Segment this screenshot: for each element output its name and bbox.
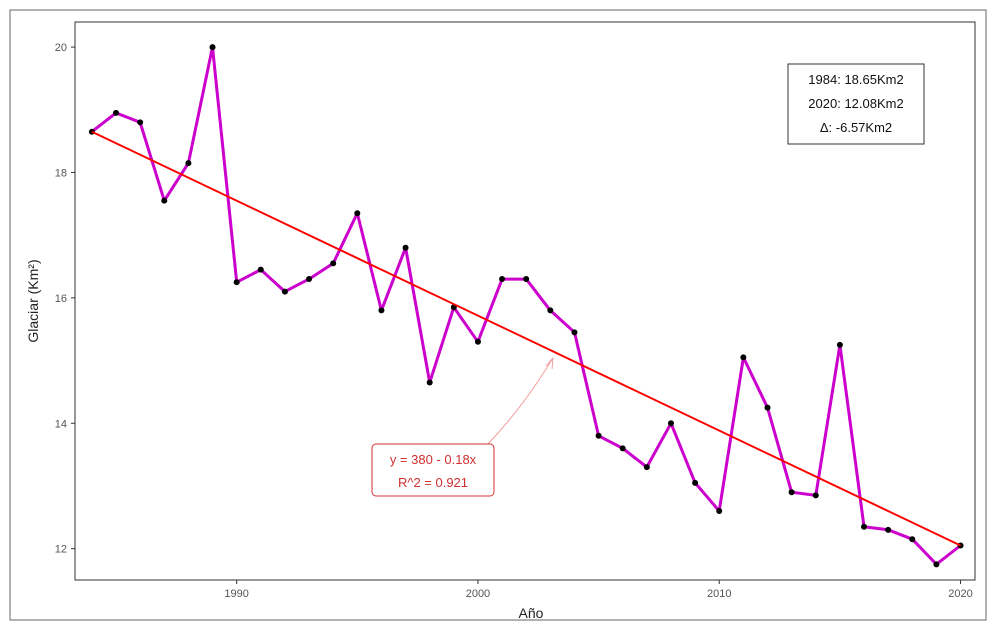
data-point — [619, 445, 626, 452]
y-tick-label: 12 — [55, 544, 67, 556]
equation-annotation: y = 380 - 0.18x R^2 = 0.921 — [371, 357, 554, 497]
data-point — [378, 307, 385, 314]
summary-box-frame — [787, 63, 925, 145]
y-axis-ticks: 12 14 16 18 20 — [55, 42, 75, 556]
data-point — [547, 307, 554, 314]
data-point — [257, 266, 264, 273]
data-point — [523, 276, 530, 283]
x-tick-label: 1990 — [224, 588, 248, 600]
data-point — [281, 288, 288, 295]
data-point — [909, 536, 916, 543]
data-point — [667, 420, 674, 427]
data-point — [161, 197, 168, 204]
data-point — [861, 523, 868, 530]
data-point — [426, 379, 433, 386]
summary-box: 1984: 18.65Km2 2020: 12.08Km2 Δ: -6.57Km… — [787, 63, 925, 145]
data-point — [330, 260, 337, 267]
data-point — [812, 492, 819, 499]
data-point — [499, 276, 506, 283]
data-point — [595, 432, 602, 439]
x-tick-label: 2010 — [707, 588, 731, 600]
data-point — [113, 109, 120, 116]
data-point — [402, 244, 409, 251]
equation-arrow-head — [545, 357, 554, 370]
data-point — [474, 338, 481, 345]
data-point — [692, 479, 699, 486]
y-tick-label: 14 — [55, 418, 67, 430]
y-tick-label: 20 — [55, 42, 67, 54]
data-point — [185, 160, 192, 167]
r-squared-text: R^2 = 0.921 — [398, 475, 468, 490]
data-point — [764, 404, 771, 411]
data-point — [788, 489, 795, 496]
data-point — [571, 329, 578, 336]
series-layer — [88, 44, 964, 568]
y-axis-title: Glaciar (Km²) — [25, 259, 41, 342]
data-point — [209, 44, 216, 51]
data-point — [740, 354, 747, 361]
summary-line-delta: Δ: -6.57Km2 — [820, 120, 892, 135]
data-point — [354, 210, 361, 217]
data-point — [137, 119, 144, 126]
equation-text: y = 380 - 0.18x — [390, 452, 477, 467]
data-point — [836, 341, 843, 348]
summary-line-2020: 2020: 12.08Km2 — [808, 96, 903, 111]
data-point — [716, 508, 723, 515]
data-point — [233, 279, 240, 286]
data-point — [885, 526, 892, 533]
trend-line — [91, 130, 961, 547]
equation-box — [371, 443, 495, 497]
y-tick-label: 18 — [55, 167, 67, 179]
equation-arrow — [481, 357, 554, 451]
x-tick-label: 2000 — [466, 588, 490, 600]
data-point — [306, 276, 313, 283]
x-tick-label: 2020 — [948, 588, 972, 600]
data-point — [933, 561, 940, 568]
x-axis-ticks: 1990 2000 2010 2020 — [224, 580, 973, 600]
data-point — [643, 464, 650, 471]
summary-line-1984: 1984: 18.65Km2 — [808, 72, 903, 87]
x-axis-title: Año — [519, 605, 544, 621]
trend-layer — [91, 130, 961, 547]
y-tick-label: 16 — [55, 293, 67, 305]
